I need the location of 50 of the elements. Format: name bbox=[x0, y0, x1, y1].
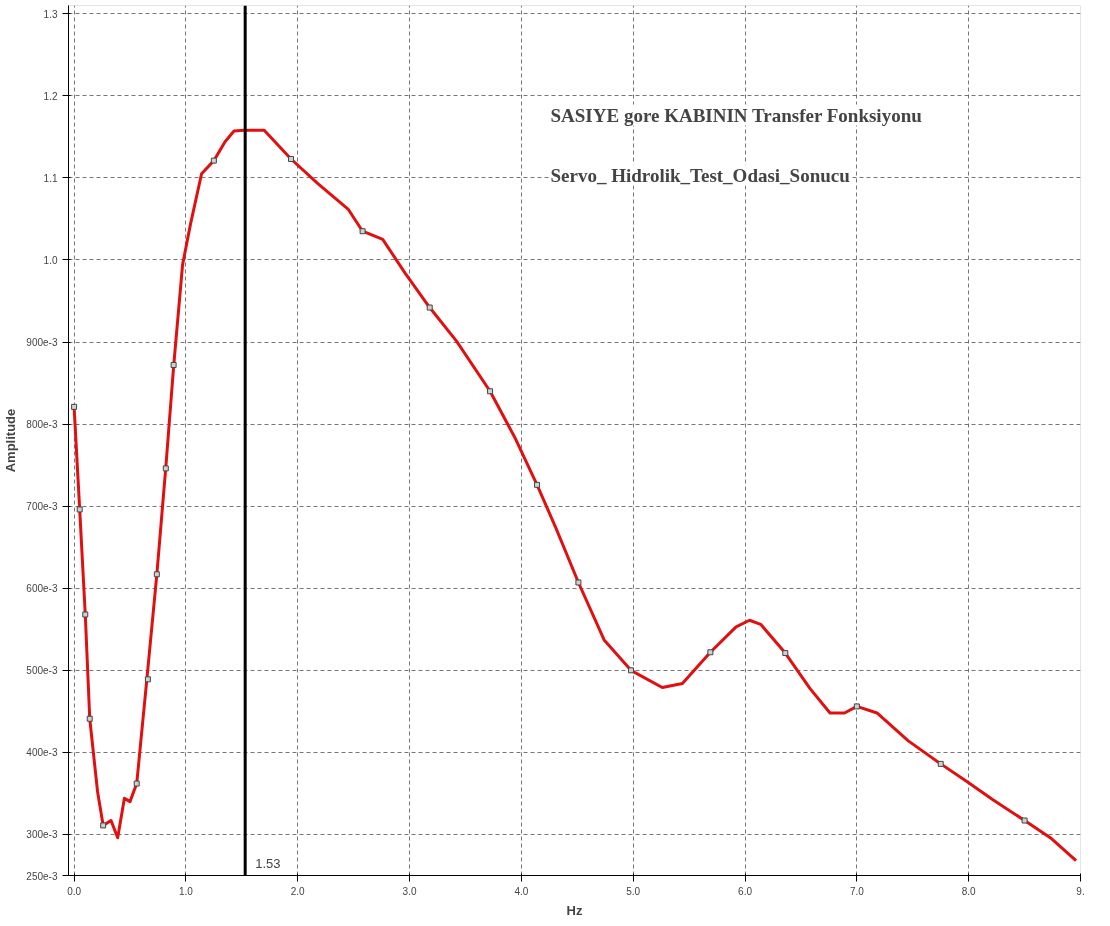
point bbox=[426, 304, 433, 311]
point bbox=[82, 611, 89, 618]
y-tick-label: 900e-3 bbox=[26, 337, 58, 349]
x-tick-label: 1.0 bbox=[178, 885, 194, 897]
x-tick-label: 0.0 bbox=[67, 885, 82, 897]
point bbox=[210, 157, 217, 164]
point bbox=[627, 667, 634, 674]
y-axis-title: Amplitude bbox=[3, 408, 19, 473]
ref-line-label: 1.53 bbox=[255, 855, 281, 871]
point bbox=[782, 650, 789, 657]
y-tick-label: 800e-3 bbox=[26, 419, 58, 431]
point bbox=[853, 703, 860, 710]
point bbox=[133, 780, 140, 787]
point bbox=[288, 155, 295, 162]
point bbox=[170, 361, 177, 368]
x-tick-label: 5.0 bbox=[626, 885, 641, 897]
y-tick-label: 1.2 bbox=[43, 90, 58, 102]
y-tick-label: 250e-3 bbox=[26, 870, 58, 882]
x-tick-label: 9. bbox=[1076, 885, 1085, 897]
point bbox=[76, 506, 83, 513]
y-tick-label: 500e-3 bbox=[26, 665, 58, 677]
x-tick-label: 2.0 bbox=[290, 885, 306, 897]
y-tick-label: 300e-3 bbox=[26, 829, 58, 841]
point bbox=[100, 822, 107, 829]
point bbox=[937, 760, 944, 767]
y-tick-label: 1.0 bbox=[43, 254, 58, 266]
x-tick-label: 4.0 bbox=[514, 885, 529, 897]
x-tick-label: 6.0 bbox=[738, 885, 753, 897]
x-tick-label: 8.0 bbox=[961, 885, 977, 897]
y-tick-label: 600e-3 bbox=[26, 583, 58, 595]
x-tick-label: 7.0 bbox=[849, 885, 865, 897]
point bbox=[162, 465, 169, 472]
point bbox=[144, 676, 151, 683]
point bbox=[71, 403, 78, 410]
point bbox=[153, 571, 160, 578]
y-tick-label: 400e-3 bbox=[26, 747, 58, 759]
point bbox=[534, 481, 541, 488]
point bbox=[1021, 817, 1028, 824]
point bbox=[86, 715, 93, 722]
y-tick-label: 1.1 bbox=[43, 172, 58, 184]
annotation: SASIYE gore KABININ Transfer Fonksiyonu bbox=[550, 104, 923, 126]
point bbox=[359, 228, 366, 235]
y-tick-label: 700e-3 bbox=[26, 501, 58, 513]
x-axis-title: Hz bbox=[566, 902, 583, 918]
point bbox=[575, 579, 582, 586]
point bbox=[487, 388, 494, 395]
y-tick-label: 1.3 bbox=[43, 8, 58, 20]
x-tick-label: 3.0 bbox=[402, 885, 417, 897]
point bbox=[707, 649, 714, 656]
annotation: Servo_ Hidrolik_Test_Odasi_Sonucu bbox=[550, 164, 851, 186]
